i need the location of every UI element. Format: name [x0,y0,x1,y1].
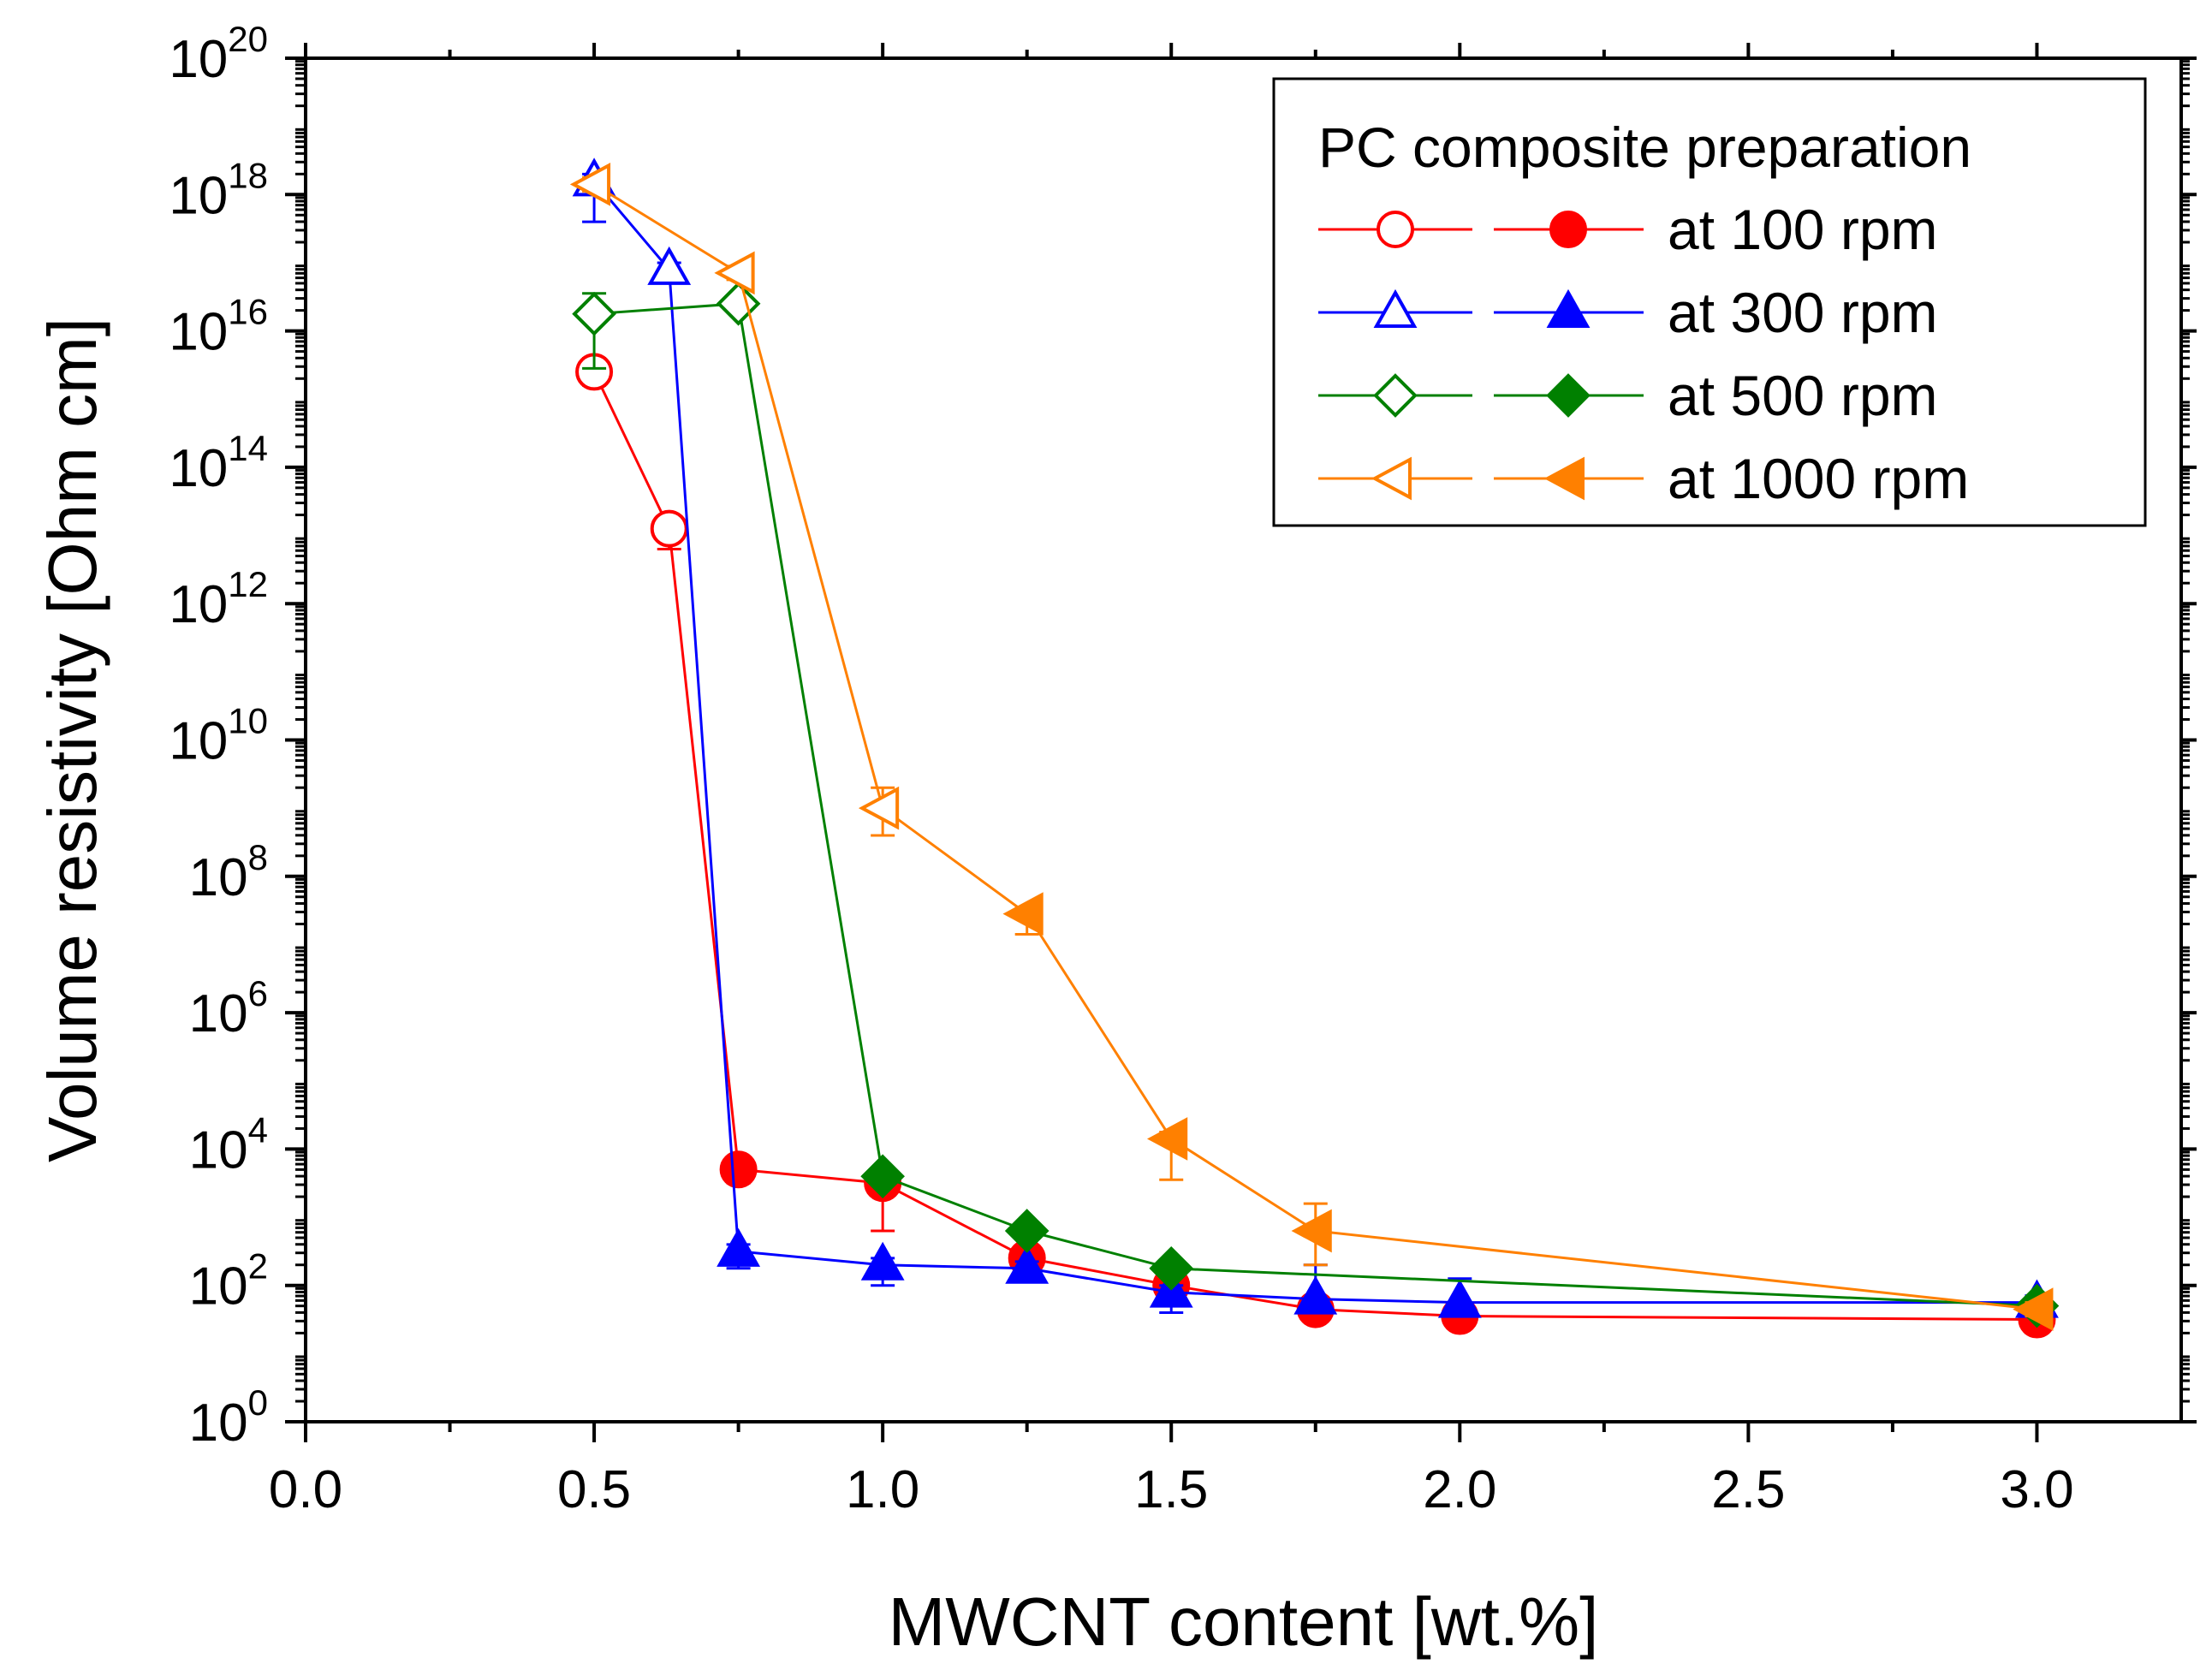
y-tick-label: 1012 [169,564,268,634]
data-point [860,1154,905,1199]
series-line [593,302,2037,1308]
series-layer [569,157,2060,1339]
data-point [569,163,611,206]
series-at-1000-rpm [569,163,2054,1331]
x-tick-label: 1.5 [1134,1460,1208,1519]
data-point [1437,1279,1482,1318]
legend-box [1272,77,2147,527]
x-tick-label: 2.5 [1711,1460,1785,1519]
legend-marker-open [1373,373,1418,418]
data-point [1002,892,1044,936]
y-tick-label: 1018 [169,155,268,225]
y-tick-label: 102 [189,1246,268,1316]
data-point [717,1227,761,1267]
data-point [714,251,755,295]
data-point [1149,1245,1194,1291]
legend-entry: at 300 rpm [1318,281,1938,344]
y-tick-label: 104 [189,1109,268,1180]
data-point [650,509,688,548]
data-point [2013,1287,2054,1331]
legend-entry: at 100 rpm [1318,198,1938,261]
x-tick-label: 0.5 [557,1460,631,1519]
y-tick-label: 1016 [169,292,268,362]
x-tick-label: 2.0 [1423,1460,1496,1519]
y-tick-label: 108 [189,837,268,907]
x-axis-title: MWCNT content [wt.%] [889,1584,1599,1660]
y-axis-title: Volume resistivity [Ohm cm] [34,318,110,1162]
y-tick-label: 1020 [169,19,268,89]
legend-marker-open [1373,288,1418,328]
legend-label: at 500 rpm [1668,364,1938,427]
plot-clip-group [569,157,2060,1339]
legend-marker-filled [1546,373,1591,418]
x-tick-label: 0.0 [269,1460,342,1519]
legend-entry: at 500 rpm [1318,364,1938,427]
data-point [572,291,616,336]
data-point [1004,1209,1050,1253]
y-tick-label: 1014 [169,428,268,498]
legend: PC composite preparation at 100 rpm at 300… [1272,77,2147,527]
legend-marker-filled [1543,456,1585,501]
legend-title: PC composite preparation [1318,116,1971,179]
legend-marker-open [1377,211,1414,248]
data-point [1293,1275,1338,1315]
x-tick-label: 1.0 [846,1460,919,1519]
legend-label: at 100 rpm [1668,198,1938,261]
legend-marker-filled [1546,288,1591,328]
axes-layer: 0.0 0.5 1.0 1.5 2.0 2.5 3.0 100 102 104 106 108 1010… [169,19,2197,1519]
legend-label: at 1000 rpm [1668,447,1969,510]
legend-marker-filled [1549,211,1587,248]
data-point [719,1150,758,1189]
data-point [858,786,900,830]
y-tick-label: 106 [189,973,268,1043]
data-point [1005,1245,1050,1284]
data-point [1147,1117,1188,1161]
x-tick-label: 3.0 [2000,1460,2073,1519]
legend-entry: at 1000 rpm [1318,447,1969,510]
legend-label: at 300 rpm [1668,281,1938,344]
legend-marker-open [1371,456,1412,501]
data-point [1291,1209,1332,1253]
y-tick-label: 100 [189,1382,268,1453]
data-point [647,246,692,285]
data-point [860,1241,905,1281]
y-tick-label: 1010 [169,701,268,771]
